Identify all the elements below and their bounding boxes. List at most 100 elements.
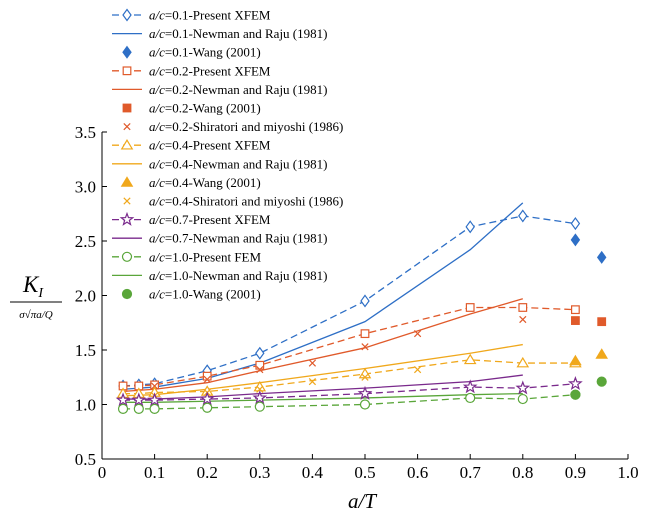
data-point — [570, 305, 580, 315]
data-point — [570, 389, 581, 400]
legend-label: a/c=0.2-Shiratori and miyoshi (1986) — [149, 119, 343, 134]
data-point — [202, 402, 213, 413]
data-point — [569, 354, 582, 366]
x-tick-label: 0.7 — [460, 463, 482, 482]
legend-marker-sample — [122, 66, 132, 76]
legend-label: a/c=0.1-Wang (2001) — [149, 45, 261, 60]
x-tick-label: 0.1 — [144, 463, 165, 482]
data-point — [150, 382, 159, 390]
legend-item: a/c=0.2-Newman and Raju (1981) — [112, 82, 327, 97]
legend-item: a/c=0.7-Present XFEM — [112, 211, 271, 227]
y-tick-label: 1.5 — [75, 341, 96, 360]
data-point — [308, 377, 317, 386]
data-point — [462, 379, 478, 394]
data-point — [519, 315, 527, 324]
data-point — [570, 233, 581, 247]
legend-item: a/c=0.4-Present XFEM — [112, 138, 271, 153]
legend-label: a/c=1.0-Wang (2001) — [149, 287, 261, 302]
data-point — [596, 250, 607, 264]
data-point — [596, 376, 607, 387]
data-point — [517, 393, 528, 405]
legend-item: a/c=0.1-Newman and Raju (1981) — [112, 26, 327, 41]
legend-item: a/c=0.4-Wang (2001) — [120, 175, 261, 190]
legend-marker-sample — [123, 197, 131, 205]
x-tick-label: 0.9 — [565, 463, 586, 482]
data-point — [465, 392, 476, 404]
y-tick-label: 2.5 — [75, 232, 96, 251]
data-point — [465, 303, 475, 312]
y-label-denominator: σ√πa/Q — [19, 309, 53, 321]
data-point — [308, 359, 317, 367]
x-tick-label: 0.2 — [197, 463, 218, 482]
legend-label: a/c=0.1-Present XFEM — [149, 8, 271, 23]
legend-marker-sample — [119, 211, 135, 226]
data-point — [360, 294, 370, 308]
data-point — [516, 356, 530, 368]
y-tick-label: 3.5 — [75, 123, 96, 142]
data-point — [518, 303, 528, 312]
data-point — [256, 365, 264, 374]
data-point — [357, 385, 373, 400]
data-point — [117, 403, 129, 414]
legend-item: a/c=0.4-Shiratori and miyoshi (1986) — [123, 194, 343, 209]
x-axis-label: a/T — [348, 489, 377, 513]
y-axis-label: KI σ√πa/Q — [10, 272, 62, 321]
x-tick-label: 0.5 — [354, 463, 375, 482]
legend-label: a/c=0.2-Wang (2001) — [149, 101, 261, 116]
legend-marker-sample — [120, 176, 134, 187]
data-point — [115, 392, 131, 407]
legend-item: a/c=1.0-Newman and Raju (1981) — [112, 268, 327, 283]
legend-marker-sample — [121, 288, 133, 300]
x-tick-label: 0.3 — [249, 463, 270, 482]
data-point — [568, 376, 583, 391]
data-point — [413, 330, 422, 338]
legend-label: a/c=1.0-Present FEM — [149, 249, 261, 264]
axis-labels: a/T KI σ√πa/Q — [10, 272, 377, 513]
y-tick-label: 0.5 — [75, 450, 96, 469]
data-point — [149, 403, 160, 414]
legend-marker-sample — [122, 103, 132, 113]
legend-item: a/c=1.0-Present FEM — [112, 249, 261, 264]
legend: a/c=0.1-Present XFEM a/c=0.1-Newman and R… — [112, 8, 343, 302]
y-label-sub: I — [37, 286, 44, 301]
data-point — [515, 380, 531, 395]
data-point — [595, 348, 609, 359]
svg-text:KI: KI — [22, 272, 44, 301]
x-tick-label: 0.6 — [407, 463, 428, 482]
y-tick-label: 1.0 — [75, 396, 96, 415]
plot-markers — [115, 209, 609, 414]
data-point — [359, 399, 371, 410]
data-point — [597, 317, 607, 327]
legend-marker-sample — [121, 251, 133, 262]
legend-marker-sample — [122, 45, 132, 59]
data-point — [255, 360, 265, 370]
x-tick-label: 0.4 — [302, 463, 324, 482]
data-point — [361, 343, 369, 351]
y-tick-label: 2.0 — [75, 287, 96, 306]
data-point — [133, 403, 144, 414]
x-tick-label: 0.8 — [512, 463, 533, 482]
series-line — [123, 343, 523, 397]
legend-label: a/c=0.4-Shiratori and miyoshi (1986) — [149, 194, 343, 209]
data-point — [570, 217, 581, 231]
data-point — [518, 209, 528, 223]
data-point — [203, 375, 211, 384]
data-point — [256, 385, 264, 393]
data-point — [131, 392, 147, 407]
legend-label: a/c=0.4-Present XFEM — [149, 138, 271, 153]
legend-marker-sample — [120, 139, 134, 150]
y-label-main: K — [22, 272, 40, 297]
data-point — [361, 373, 369, 381]
legend-item: a/c=0.2-Present XFEM — [112, 63, 271, 78]
legend-label: a/c=1.0-Newman and Raju (1981) — [149, 268, 327, 283]
legend-label: a/c=0.2-Newman and Raju (1981) — [149, 82, 327, 97]
legend-marker-sample — [122, 8, 132, 22]
data-point — [199, 391, 215, 406]
legend-item: a/c=0.2-Shiratori and miyoshi (1986) — [123, 119, 343, 134]
data-point — [254, 401, 265, 412]
series-line — [122, 298, 523, 393]
legend-item: a/c=0.7-Newman and Raju (1981) — [112, 231, 327, 246]
x-tick-label: 1.0 — [617, 463, 638, 482]
data-point — [413, 365, 422, 374]
